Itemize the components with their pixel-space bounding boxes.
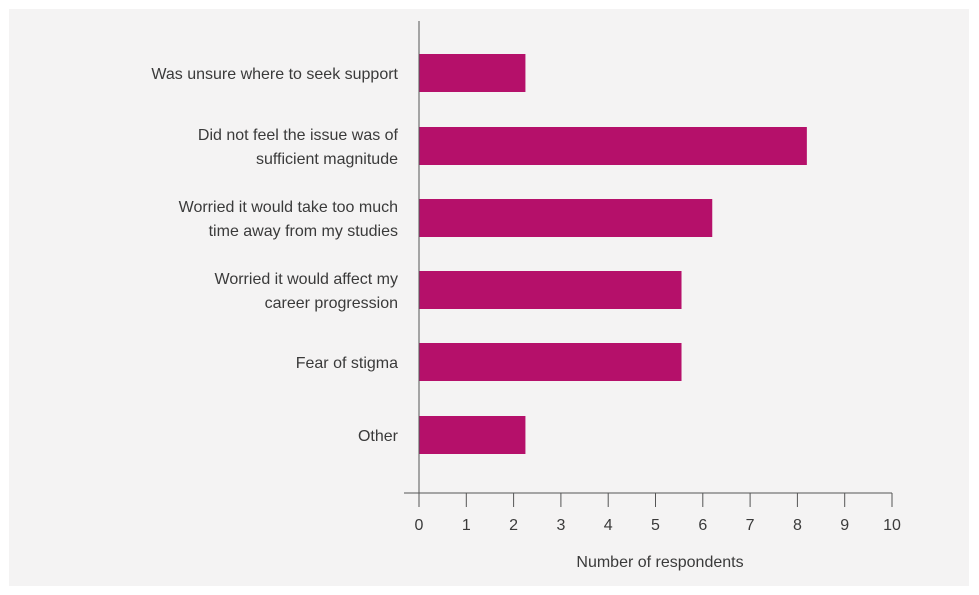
category-label-4-line-2: career progression [265,295,398,312]
bar-4 [419,271,682,309]
x-ticks-group: 0 1 2 3 4 5 6 7 8 9 10 [415,493,901,534]
bar-2 [419,127,807,165]
category-label-1: Was unsure where to seek support [151,66,398,83]
x-tick-label-6: 6 [698,517,707,534]
x-tick-label-2: 2 [509,517,518,534]
x-tick-label-9: 9 [840,517,849,534]
bar-6 [419,416,526,454]
category-labels-group: Was unsure where to seek support Did not … [151,66,398,445]
x-tick-label-3: 3 [556,517,565,534]
x-tick-label-4: 4 [604,517,613,534]
x-tick-label-7: 7 [746,517,755,534]
category-label-3-line-1: Worried it would take too much [179,199,398,216]
bar-5 [419,343,682,381]
bar-1 [419,54,526,92]
category-label-2-line-2: sufficient magnitude [256,151,398,168]
x-tick-label-1: 1 [462,517,471,534]
category-label-3-line-2: time away from my studies [209,223,398,240]
category-label-5: Fear of stigma [296,355,398,372]
category-label-4-line-1: Worried it would affect my [215,271,398,288]
x-axis-title: Number of respondents [576,554,743,571]
bars-group [419,54,807,454]
x-tick-label-0: 0 [415,517,424,534]
category-label-6: Other [358,428,399,445]
x-tick-label-10: 10 [883,517,901,534]
x-tick-label-5: 5 [651,517,660,534]
x-tick-label-8: 8 [793,517,802,534]
category-label-2-line-1: Did not feel the issue was of [198,127,399,144]
bar-3 [419,199,713,237]
